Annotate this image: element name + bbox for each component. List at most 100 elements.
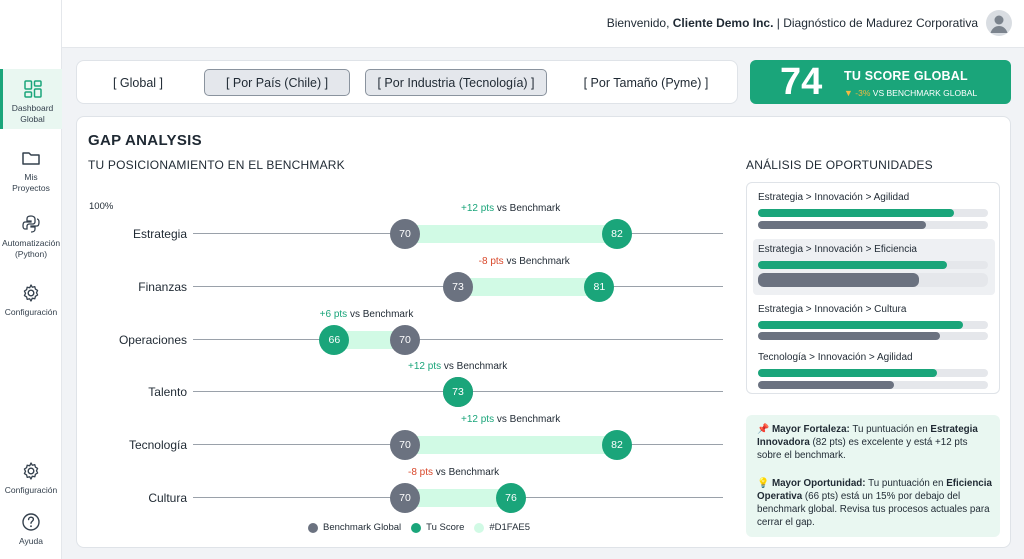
sidebar-item-ayuda[interactable]: Ayuda <box>0 512 62 547</box>
gap-range-bar <box>405 436 617 454</box>
opportunity-benchmark-track <box>758 273 988 287</box>
python-icon <box>22 215 40 233</box>
benchmark-dot[interactable]: 70 <box>390 219 420 249</box>
opportunity-score-bar <box>758 369 938 377</box>
client-name: Cliente Demo Inc. <box>672 16 774 30</box>
benchmark-dot[interactable]: 70 <box>390 483 420 513</box>
opportunity-benchmark-track <box>758 221 988 229</box>
opportunity-label: Tecnología > Innovación > Agilidad <box>758 352 913 363</box>
legend-benchmark: Benchmark Global <box>308 522 401 533</box>
axis-max-label: 100% <box>89 201 114 212</box>
legend-swatch <box>308 522 318 533</box>
sidebar-item-dashboard-global[interactable]: Dashboard Global <box>0 69 62 129</box>
chart-row: Talento+12 pts vs Benchmark7373 <box>77 361 727 407</box>
benchmark-dot[interactable]: 70 <box>390 325 420 355</box>
user-icon <box>990 15 1008 33</box>
gap-analysis-panel: GAP ANALYSIS TU POSICIONAMIENTO EN EL BE… <box>76 116 1011 548</box>
strength-insight: 📌 Mayor Fortaleza: Tu puntuación en Estr… <box>757 424 978 461</box>
row-gridline <box>193 339 723 340</box>
sidebar-item-label: Global <box>20 113 45 124</box>
opportunity-score-bar <box>758 321 963 329</box>
filter-industria-button[interactable]: [ Por Industria (Tecnología) ] <box>365 69 547 96</box>
opportunities-title: ANÁLISIS DE OPORTUNIDADES <box>746 158 933 172</box>
opportunity-item[interactable]: Estrategia > Innovación > Agilidad <box>753 187 995 235</box>
opportunity-score-track <box>758 369 988 377</box>
filter-tamano-button[interactable]: [ Por Tamaño (Pyme) ] <box>583 75 709 90</box>
sidebar-item-label: Configuración <box>4 307 58 317</box>
filter-global-button[interactable]: [ Global ] <box>112 75 164 90</box>
chart-row: Estrategia +12 pts vs Benchmark 70 82 <box>77 203 727 249</box>
score-dot[interactable]: 73 <box>443 377 473 407</box>
welcome-text: Bienvenido, Cliente Demo Inc. | Diagnóst… <box>606 16 978 30</box>
sidebar-item-label: Proyectos <box>12 182 50 193</box>
sidebar-item-mis-proyectos[interactable]: Mis Proyectos <box>0 148 62 193</box>
score-dot[interactable]: 81 <box>584 272 615 302</box>
chart-row: Tecnología +12 pts vs Benchmark 70 82 <box>77 414 727 460</box>
chart-row: Operaciones +6 pts vs Benchmark 70 66 <box>77 309 727 355</box>
sidebar-item-label: (Python) <box>14 248 48 259</box>
gear-icon <box>23 462 39 480</box>
opportunity-item[interactable]: Estrategia > Innovación > Cultura <box>753 299 995 347</box>
category-label: Estrategia <box>132 227 187 241</box>
opportunity-score-track <box>758 209 988 217</box>
top-header: Bienvenido, Cliente Demo Inc. | Diagnóst… <box>62 0 1024 48</box>
gap-range-bar <box>334 331 405 349</box>
opportunity-benchmark-bar <box>758 273 919 287</box>
gap-label: -8 pts vs Benchmark <box>408 467 500 478</box>
avatar[interactable] <box>986 10 1012 36</box>
score-dot[interactable]: 76 <box>496 483 526 513</box>
benchmark-position-title: TU POSICIONAMIENTO EN EL BENCHMARK <box>88 158 345 172</box>
sidebar-item-label: Ayuda <box>19 536 43 546</box>
score-dot[interactable]: 82 <box>602 430 632 460</box>
category-label: Cultura <box>148 491 187 505</box>
help-icon <box>22 513 40 531</box>
gap-range-bar <box>405 225 617 243</box>
global-score-label: TU SCORE GLOBAL <box>844 69 968 83</box>
triangle-down-icon: ▼ <box>844 88 853 98</box>
benchmark-dot[interactable]: 70 <box>390 430 420 460</box>
filter-pais-button[interactable]: [ Por País (Chile) ] <box>204 69 350 96</box>
category-label: Talento <box>148 385 187 399</box>
global-score-value: 74 <box>780 61 823 103</box>
opportunity-label: Estrategia > Innovación > Agilidad <box>758 192 910 203</box>
legend-score: Tu Score <box>411 522 464 533</box>
sidebar-item-label: Configuración <box>4 485 58 495</box>
opportunity-insight: 💡 Mayor Oportunidad: Tu puntuación en Ef… <box>757 478 992 528</box>
benchmark-dot[interactable]: 73 <box>443 272 473 302</box>
opportunity-benchmark-bar <box>758 332 940 340</box>
score-delta: ▼ -3% VS BENCHMARK GLOBAL <box>844 88 978 98</box>
opportunity-score-track <box>758 261 988 269</box>
pin-icon: 📌 <box>757 424 770 435</box>
chart-row: Finanzas -8 pts vs Benchmark 73 81 <box>77 256 727 302</box>
category-label: Finanzas <box>138 280 187 294</box>
global-score-card: 74 TU SCORE GLOBAL ▼ -3% VS BENCHMARK GL… <box>750 60 1011 104</box>
score-dot[interactable]: 66 <box>319 325 350 355</box>
sidebar: Dashboard Global Mis Proyectos Automatiz… <box>0 0 62 559</box>
sidebar-item-label: Automatización <box>1 238 61 248</box>
insights-box: 📌 Mayor Fortaleza: Tu puntuación en Estr… <box>746 415 1000 537</box>
opportunity-benchmark-track <box>758 381 988 389</box>
chart-legend: Benchmark Global Tu Score #D1FAE5 <box>308 522 540 533</box>
legend-swatch <box>474 522 485 533</box>
category-label: Operaciones <box>118 333 187 347</box>
opportunity-score-track <box>758 321 988 329</box>
opportunity-item[interactable]: Tecnología > Innovación > Agilidad <box>753 347 995 391</box>
gap-label: +12 pts vs Benchmark <box>461 414 561 425</box>
gap-range-bar <box>405 489 511 507</box>
gap-analysis-title: GAP ANALYSIS <box>88 132 202 149</box>
opportunities-list: Estrategia > Innovación > Agilidad Estra… <box>746 182 1000 394</box>
opportunity-label: Estrategia > Innovación > Cultura <box>758 304 907 315</box>
opportunity-benchmark-bar <box>758 381 894 389</box>
lightbulb-icon: 💡 <box>757 478 770 489</box>
gap-range-bar <box>458 278 600 296</box>
score-dot[interactable]: 82 <box>602 219 632 249</box>
sidebar-item-automatizacion[interactable]: Automatización (Python) <box>0 214 62 259</box>
sidebar-item-label: Mis <box>24 172 38 182</box>
sidebar-item-configuracion[interactable]: Configuración <box>0 283 62 318</box>
gap-label: -8 pts vs Benchmark <box>478 256 570 267</box>
opportunity-benchmark-track <box>758 332 988 340</box>
sidebar-item-configuracion-bottom[interactable]: Configuración <box>0 461 62 496</box>
category-label: Tecnología <box>128 438 187 452</box>
opportunity-item[interactable]: Estrategia > Innovación > Eficiencia <box>753 239 995 295</box>
folder-icon <box>22 152 40 165</box>
